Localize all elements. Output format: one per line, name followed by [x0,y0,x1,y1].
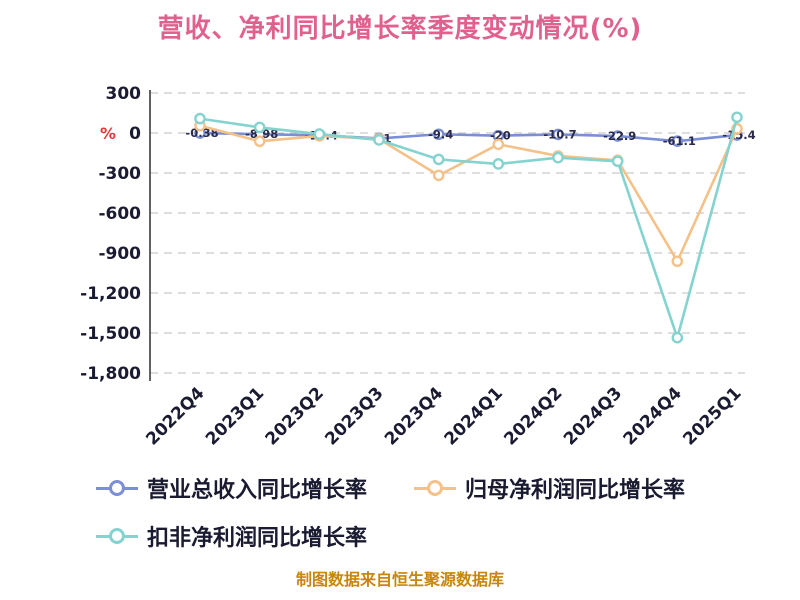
x-tick-group: 2025Q1 [679,383,745,449]
x-tick-group: 2023Q1 [202,383,268,449]
y-tick-label: -900 [98,244,141,264]
legend-item-total-revenue-yoy[interactable]: 营业总收入同比增长率 [96,472,414,504]
legend-row-1: 营业总收入同比增长率 归母净利润同比增长率 [96,472,756,504]
x-tick-group: 2023Q3 [321,383,387,449]
legend: 营业总收入同比增长率 归母净利润同比增长率 扣非净利润同比增长率 [96,472,756,568]
y-tick-label: 300 [106,84,142,104]
x-tick-group: 2023Q4 [381,383,447,449]
data-point[interactable] [492,158,505,170]
series-line-0 [199,131,738,143]
data-point[interactable] [253,135,266,148]
data-point[interactable] [432,153,445,166]
data-point[interactable] [432,128,445,141]
point-label: -22.9 [603,129,636,143]
x-tick-group: 2024Q1 [441,383,507,449]
x-tick-group: 2023Q2 [262,383,328,449]
x-tick-label: 2024Q3 [560,383,626,449]
data-point[interactable] [552,151,564,164]
series-line-1 [199,124,739,265]
x-tick-label: 2023Q1 [202,383,268,449]
y-tick-label: 0 [129,124,141,144]
data-point[interactable] [373,134,385,146]
legend-row-2: 扣非净利润同比增长率 [96,520,756,552]
x-tick-group: 2024Q4 [620,383,686,449]
x-tick-group: 2024Q3 [560,383,626,449]
legend-label: 扣非净利润同比增长率 [147,526,368,551]
point-label: -8.98 [245,127,278,141]
data-point[interactable] [313,128,326,140]
data-point[interactable] [671,331,684,344]
point-label: -9.4 [428,127,453,141]
y-tick-label: -300 [98,164,141,184]
line-chart-plot: 300 0 -300 -600 -900 -1,200 -1,500 -1,800% 2022Q… [80,84,755,450]
y-tick-label: -1,800 [80,364,141,384]
series-line-2 [199,116,739,343]
y-tick-label: -1,200 [80,284,141,304]
data-point[interactable] [492,138,505,151]
legend-label: 归母净利润同比增长率 [465,478,686,503]
x-tick-label: 2024Q1 [441,383,507,449]
legend-marker-icon [96,527,138,545]
legend-label: 营业总收入同比增长率 [147,478,368,503]
data-point[interactable] [432,169,445,182]
data-point[interactable] [671,135,684,147]
data-source-note: 制图数据来自恒生聚源数据库 [295,570,504,589]
x-tick-label: 2025Q1 [679,383,745,449]
data-point[interactable] [731,111,743,124]
y-tick-label: -1,500 [80,324,141,344]
point-label: -10.7 [543,127,576,141]
legend-item-non-recurring-profit-yoy[interactable]: 扣非净利润同比增长率 [96,520,414,552]
data-point[interactable] [253,121,266,134]
y-tick-label: -600 [98,204,141,224]
data-point[interactable] [671,255,684,268]
legend-marker-icon [414,479,456,497]
x-tick-label: 2023Q3 [321,383,387,449]
x-tick-label: 2022Q4 [142,383,208,449]
data-point[interactable] [194,112,206,125]
x-tick-label: 2023Q4 [381,383,447,449]
x-tick-label: 2024Q2 [500,383,566,449]
legend-item-net-profit-yoy[interactable]: 归母净利润同比增长率 [414,472,732,504]
x-tick-label: 2023Q2 [262,383,328,449]
data-point[interactable] [552,128,564,141]
x-tick-label: 2024Q4 [620,383,686,449]
point-label: -20 [490,129,511,143]
x-tick-group: 2024Q2 [500,383,566,449]
point-label: -61.1 [663,134,696,148]
data-point[interactable] [611,130,624,142]
chart-title: 营收、净利同比增长率季度变动情况(%) [157,14,643,44]
legend-marker-icon [96,479,138,497]
data-point[interactable] [611,155,624,168]
x-tick-group: 2022Q4 [142,383,208,449]
y-axis-unit-label: % [100,124,116,143]
